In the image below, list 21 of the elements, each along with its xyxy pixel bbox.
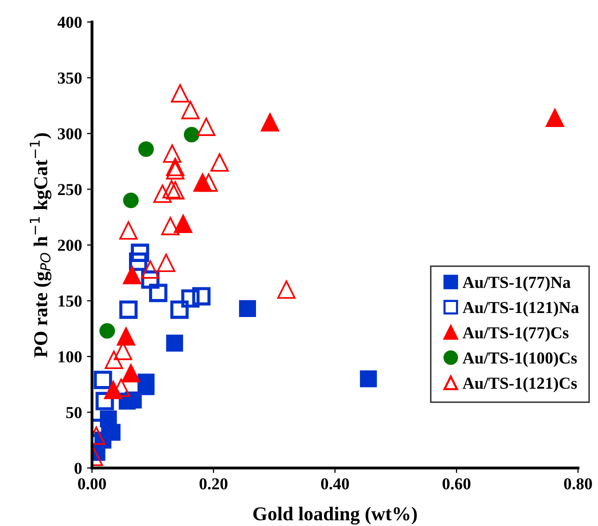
- y-tick-label: 150: [58, 295, 82, 307]
- y-tick-label: 400: [58, 16, 82, 28]
- x-tick-label: 0.40: [321, 478, 349, 490]
- legend-label: Au/TS-1(77)Na: [462, 276, 571, 292]
- y-axis-title: PO rate (g$_{PO}$ h$^{−1}$ kgCat$^{−1}$): [30, 133, 52, 358]
- y-tick-label: 100: [58, 351, 82, 362]
- y-tick-label: 350: [58, 72, 82, 84]
- y-tick-label: 50: [66, 406, 82, 418]
- y-tick-label: 250: [58, 184, 82, 196]
- x-tick-label: 0.60: [442, 478, 470, 490]
- x-tick-label: 0.20: [200, 478, 228, 490]
- x-tick-label: 0.00: [78, 478, 106, 490]
- legend-label: Au/TS-1(121)Na: [462, 301, 579, 317]
- legend-label: Au/TS-1(121)Cs: [462, 377, 577, 392]
- y-tick-label: 300: [58, 128, 82, 140]
- y-tick-label: 0: [74, 462, 82, 474]
- legend-label: Au/TS-1(100)Cs: [462, 352, 577, 368]
- y-tick-label: 200: [58, 240, 82, 251]
- x-axis-title: Gold loading (wt%): [253, 506, 417, 525]
- x-tick-label: 0.80: [564, 478, 592, 490]
- legend-label: Au/TS-1(77)Cs: [462, 326, 569, 342]
